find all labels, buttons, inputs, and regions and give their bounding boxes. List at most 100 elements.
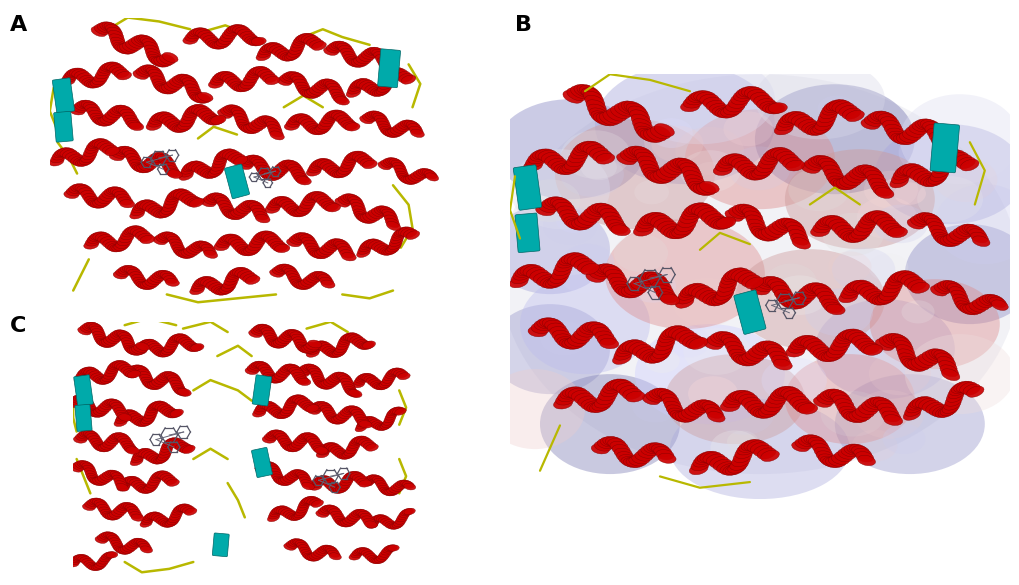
Ellipse shape: [314, 250, 329, 259]
Ellipse shape: [122, 229, 137, 237]
Ellipse shape: [382, 376, 394, 383]
Ellipse shape: [714, 288, 733, 300]
Ellipse shape: [775, 119, 794, 131]
Ellipse shape: [299, 547, 311, 555]
Ellipse shape: [322, 505, 334, 512]
Ellipse shape: [687, 404, 705, 415]
Ellipse shape: [637, 156, 657, 168]
Ellipse shape: [245, 71, 260, 80]
Ellipse shape: [316, 510, 328, 517]
Ellipse shape: [130, 457, 143, 466]
Ellipse shape: [270, 430, 283, 437]
Ellipse shape: [767, 347, 786, 359]
Ellipse shape: [348, 197, 363, 206]
Ellipse shape: [696, 92, 715, 102]
Ellipse shape: [224, 28, 238, 36]
Ellipse shape: [49, 157, 64, 166]
Ellipse shape: [87, 500, 100, 507]
Ellipse shape: [815, 350, 835, 360]
Ellipse shape: [777, 386, 797, 397]
Ellipse shape: [319, 118, 334, 127]
Ellipse shape: [655, 288, 675, 300]
Ellipse shape: [352, 381, 364, 388]
Ellipse shape: [87, 235, 102, 243]
Ellipse shape: [249, 67, 264, 75]
Ellipse shape: [358, 418, 370, 425]
Ellipse shape: [557, 391, 576, 402]
Ellipse shape: [345, 88, 361, 98]
Ellipse shape: [364, 84, 379, 93]
Ellipse shape: [178, 74, 195, 84]
Ellipse shape: [561, 387, 581, 398]
Ellipse shape: [886, 128, 905, 139]
Ellipse shape: [172, 441, 185, 449]
Ellipse shape: [87, 142, 101, 150]
Ellipse shape: [344, 57, 360, 65]
Ellipse shape: [362, 239, 375, 248]
Ellipse shape: [594, 441, 611, 451]
Ellipse shape: [164, 119, 180, 128]
Ellipse shape: [375, 423, 386, 430]
Ellipse shape: [780, 113, 798, 125]
Ellipse shape: [113, 43, 128, 53]
Ellipse shape: [832, 336, 851, 347]
Ellipse shape: [640, 129, 659, 143]
Ellipse shape: [255, 362, 268, 369]
Ellipse shape: [309, 40, 323, 49]
Ellipse shape: [312, 271, 326, 279]
Ellipse shape: [77, 555, 90, 562]
Ellipse shape: [316, 450, 329, 458]
Ellipse shape: [279, 334, 292, 342]
Ellipse shape: [293, 281, 308, 290]
Ellipse shape: [641, 212, 661, 224]
Ellipse shape: [137, 539, 149, 546]
Ellipse shape: [809, 124, 828, 135]
Ellipse shape: [173, 506, 185, 513]
Ellipse shape: [405, 176, 418, 184]
Ellipse shape: [389, 368, 401, 375]
Ellipse shape: [272, 197, 286, 205]
Ellipse shape: [186, 30, 202, 39]
Ellipse shape: [529, 270, 548, 281]
Ellipse shape: [146, 453, 159, 461]
Ellipse shape: [881, 424, 924, 454]
Ellipse shape: [125, 154, 141, 162]
Ellipse shape: [164, 438, 176, 446]
Ellipse shape: [721, 397, 742, 408]
Ellipse shape: [183, 248, 197, 256]
Ellipse shape: [653, 123, 674, 136]
Ellipse shape: [122, 443, 136, 451]
Ellipse shape: [336, 43, 352, 51]
Ellipse shape: [513, 269, 531, 280]
Ellipse shape: [135, 164, 150, 173]
Ellipse shape: [323, 410, 336, 418]
Ellipse shape: [854, 407, 873, 418]
Ellipse shape: [91, 200, 105, 208]
Ellipse shape: [702, 292, 720, 304]
Ellipse shape: [373, 422, 384, 429]
Ellipse shape: [67, 68, 83, 77]
Ellipse shape: [824, 389, 844, 400]
Ellipse shape: [298, 233, 313, 242]
Ellipse shape: [357, 249, 370, 257]
Ellipse shape: [785, 222, 804, 233]
Ellipse shape: [922, 176, 941, 187]
Ellipse shape: [296, 115, 311, 123]
Ellipse shape: [224, 211, 238, 219]
Ellipse shape: [404, 483, 416, 490]
Ellipse shape: [686, 178, 705, 190]
Ellipse shape: [140, 374, 153, 383]
Ellipse shape: [88, 476, 100, 483]
Ellipse shape: [712, 332, 732, 343]
Ellipse shape: [102, 22, 117, 32]
Ellipse shape: [640, 164, 660, 176]
Ellipse shape: [589, 269, 608, 280]
Ellipse shape: [581, 88, 601, 101]
Ellipse shape: [304, 404, 317, 411]
Ellipse shape: [334, 241, 350, 250]
Ellipse shape: [309, 87, 323, 95]
Ellipse shape: [135, 449, 148, 457]
Ellipse shape: [610, 106, 630, 119]
Ellipse shape: [823, 101, 842, 112]
Ellipse shape: [62, 74, 76, 82]
